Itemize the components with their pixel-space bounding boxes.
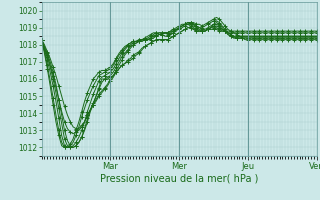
X-axis label: Pression niveau de la mer( hPa ): Pression niveau de la mer( hPa )	[100, 173, 258, 183]
